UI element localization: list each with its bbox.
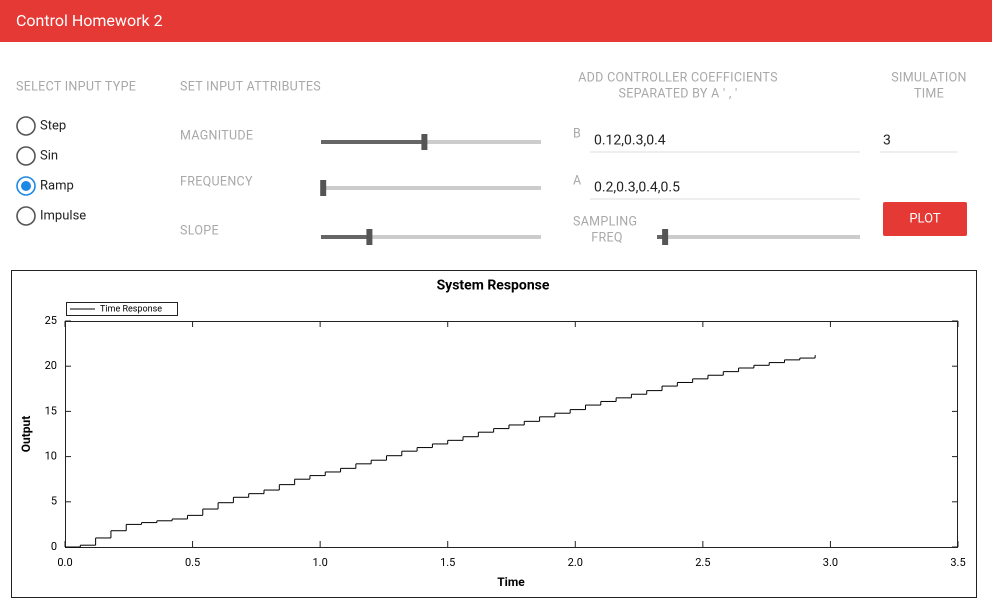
- slider-label: SLOPE: [180, 223, 219, 238]
- chart-frame: [11, 270, 977, 598]
- section-label: TIME: [914, 86, 944, 101]
- slider-thumb[interactable]: [662, 229, 669, 245]
- chart-title: System Response: [437, 278, 550, 294]
- section-label: SET INPUT ATTRIBUTES: [180, 79, 321, 94]
- sampling-label: FREQ: [591, 230, 623, 245]
- x-axis-label: Time: [497, 575, 525, 589]
- section-label: SIMULATION: [891, 70, 966, 85]
- legend-label: Time Response: [100, 304, 162, 314]
- x-tick-label: 0.5: [185, 556, 200, 569]
- radio[interactable]: [16, 206, 36, 226]
- x-tick-label: 3.0: [823, 556, 838, 569]
- slider-thumb[interactable]: [421, 134, 428, 150]
- y-axis-label: Output: [19, 416, 33, 453]
- radio-label[interactable]: Sin: [40, 148, 58, 163]
- radio[interactable]: [16, 116, 36, 136]
- y-tick-label: 10: [45, 450, 57, 463]
- radio-label[interactable]: Impulse: [40, 208, 86, 223]
- field-label: B: [573, 126, 581, 141]
- y-tick-label: 25: [45, 314, 57, 327]
- x-tick-label: 0.0: [57, 556, 72, 569]
- x-tick-label: 1.5: [440, 556, 455, 569]
- radio[interactable]: [16, 146, 36, 166]
- coefficient-input[interactable]: 0.12,0.3,0.4: [594, 133, 666, 149]
- app-bar: [0, 0, 992, 42]
- x-tick-label: 2.5: [695, 556, 710, 569]
- x-tick-label: 2.0: [568, 556, 583, 569]
- legend-box: [66, 302, 178, 316]
- radio-label[interactable]: Step: [40, 118, 66, 133]
- y-tick-label: 0: [51, 540, 57, 553]
- field-label: A: [573, 173, 581, 188]
- y-tick-label: 20: [45, 359, 57, 372]
- plot-button[interactable]: [883, 202, 967, 236]
- slider-thumb[interactable]: [320, 180, 327, 196]
- plot-button-label[interactable]: PLOT: [909, 211, 941, 226]
- section-label: SEPARATED BY A ' , ': [618, 86, 737, 101]
- section-label: SELECT INPUT TYPE: [16, 79, 136, 94]
- radio-dot: [21, 181, 31, 191]
- y-tick-label: 15: [45, 404, 57, 417]
- plot-area: [65, 321, 958, 548]
- radio-label[interactable]: Ramp: [40, 178, 74, 193]
- slider-label: MAGNITUDE: [180, 128, 253, 143]
- section-label: ADD CONTROLLER COEFFICIENTS: [578, 70, 778, 85]
- sampling-label: SAMPLING: [573, 214, 637, 229]
- x-tick-label: 1.0: [313, 556, 328, 569]
- slider-label: FREQUENCY: [180, 174, 253, 189]
- sim-time-input[interactable]: 3: [883, 133, 891, 149]
- coefficient-input[interactable]: 0.2,0.3,0.4,0.5: [594, 180, 680, 196]
- app-title: Control Homework 2: [16, 11, 163, 30]
- y-tick-label: 5: [51, 495, 57, 508]
- x-tick-label: 3.5: [950, 556, 965, 569]
- slider-thumb[interactable]: [366, 229, 373, 245]
